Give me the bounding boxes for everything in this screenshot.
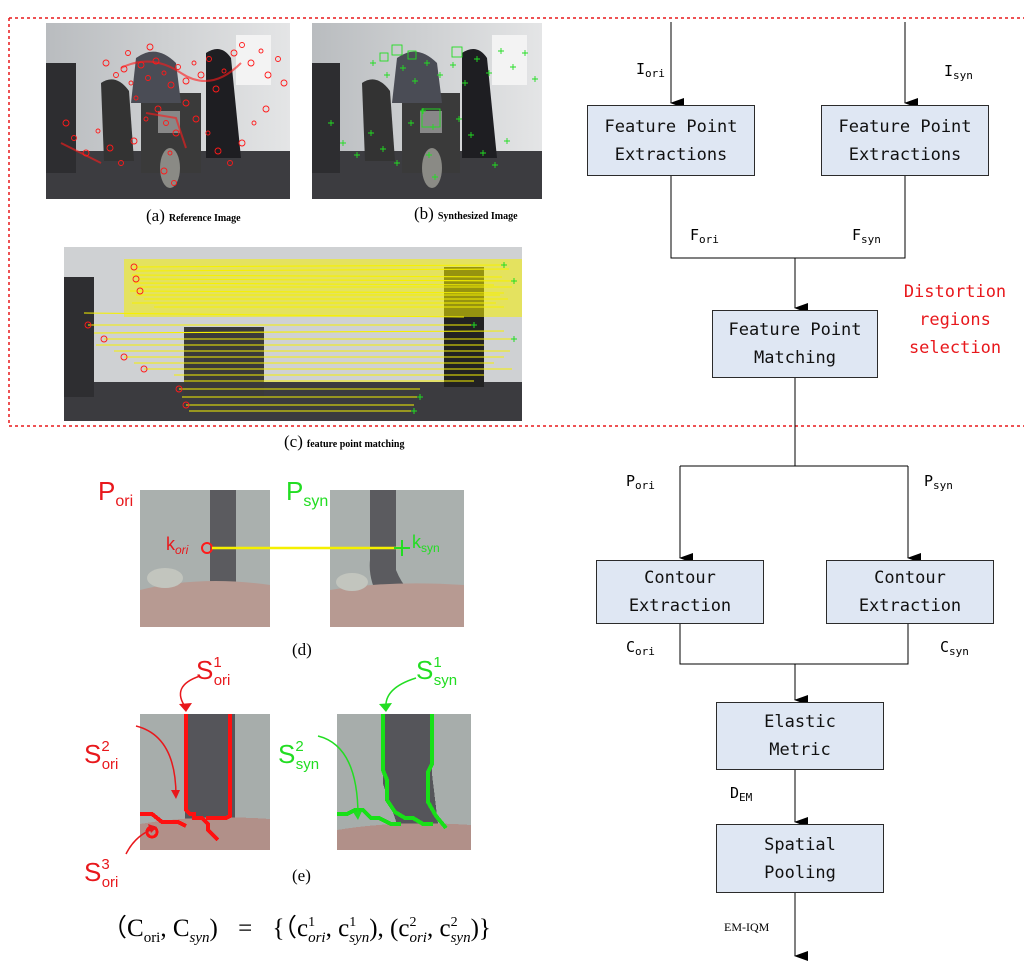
caption-c: (c) feature point matching (284, 432, 405, 451)
label-i-ori: Iori (636, 60, 665, 80)
box-feature-extraction-ref: Feature Point Extractions (587, 105, 755, 176)
label-output: EM-IQM (724, 920, 770, 934)
box-spatial-pooling: Spatial Pooling (716, 824, 884, 893)
label-c-ori: Cori (626, 638, 655, 658)
label-c-syn: Csyn (940, 638, 969, 658)
contour-pair-equation: （Cori, Csyn) = {（c1ori, c1syn), (c2ori, … (102, 915, 491, 946)
caption-e: (e) (292, 866, 311, 885)
label-k-syn: ksyn (412, 532, 440, 555)
label-d-em: DEM (730, 784, 753, 804)
label-f-syn: Fsyn (852, 226, 881, 246)
caption-a: (a) Reference Image (146, 206, 241, 225)
patch-ori (140, 490, 270, 627)
contour-ori (140, 714, 270, 850)
patch-syn (330, 490, 464, 627)
distortion-regions-label: Distortion regions selection (903, 282, 1007, 358)
keypoint-link (201, 540, 410, 556)
label-s2-syn: S2syn (278, 738, 320, 773)
caption-d: (d) (292, 640, 312, 659)
box-contour-extraction-ref: Contour Extraction (596, 560, 764, 624)
box-elastic-metric: Elastic Metric (716, 702, 884, 770)
label-p-ori: Pori (98, 476, 134, 510)
label-s3-ori: S3ori (84, 856, 119, 891)
label-p-syn-flow: Psyn (924, 472, 953, 492)
reference-image (46, 23, 290, 199)
box-contour-extraction-syn: Contour Extraction (826, 560, 994, 624)
synthesized-image (312, 23, 542, 199)
contour-arrows (125, 675, 417, 855)
box-feature-extraction-syn: Feature Point Extractions (821, 105, 989, 176)
label-i-syn: Isyn (944, 62, 973, 82)
caption-b: (b) Synthesized Image (414, 204, 518, 223)
label-p-ori-flow: Pori (626, 472, 655, 492)
contour-syn (337, 714, 471, 850)
box-feature-matching: Feature Point Matching (712, 310, 878, 378)
label-s1-syn: S1syn (416, 654, 458, 689)
label-k-ori: kori (166, 534, 189, 557)
label-f-ori: Fori (690, 226, 719, 246)
label-s2-ori: S2ori (84, 738, 119, 773)
label-p-syn: Psyn (286, 476, 329, 510)
label-s1-ori: S1ori (196, 654, 231, 689)
matching-image (64, 247, 522, 421)
